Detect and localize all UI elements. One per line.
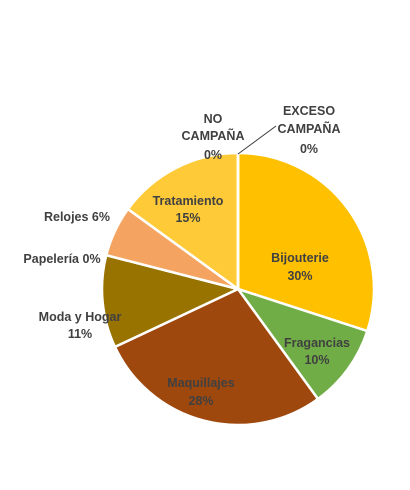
data-label-exceso-pct: 0%: [300, 142, 318, 156]
pie-slice-fragancias: [236, 287, 369, 401]
data-label-moda-pct: 11%: [68, 327, 92, 341]
data-label-tratamiento-name: Tratamiento: [153, 194, 224, 208]
data-label-exceso-line2: CAMPAÑA: [278, 121, 341, 136]
pie-slice-bijouterie: [236, 151, 376, 333]
exceso-leader-line: [237, 125, 277, 155]
data-label-bijouterie-pct: 30%: [287, 269, 312, 283]
pie-slice-tratamiento: [126, 151, 240, 291]
data-label-papeleria: Papelería 0%: [23, 252, 100, 266]
data-label-fragancias-pct: 10%: [304, 353, 329, 367]
pie-slice-moda-y-hogar: [100, 253, 240, 349]
data-label-bijouterie-name: Bijouterie: [271, 251, 329, 265]
pie-slices: [100, 151, 376, 427]
pie-slice-maquillajes: [113, 287, 320, 427]
data-label-moda-name: Moda y Hogar: [39, 310, 122, 324]
data-label-fragancias-name: Fragancias: [284, 336, 350, 350]
data-label-tratamiento-pct: 15%: [175, 211, 200, 225]
data-label-no-campana-line2: CAMPAÑA: [182, 128, 245, 143]
data-label-maquillajes-name: Maquillajes: [167, 376, 234, 390]
data-label-exceso-line1: EXCESO: [283, 104, 335, 118]
data-label-relojes: Relojes 6%: [44, 210, 110, 224]
data-label-no-campana-line1: NO: [204, 112, 223, 126]
data-label-no-campana-pct: 0%: [204, 148, 222, 162]
data-label-maquillajes-pct: 28%: [188, 394, 213, 408]
